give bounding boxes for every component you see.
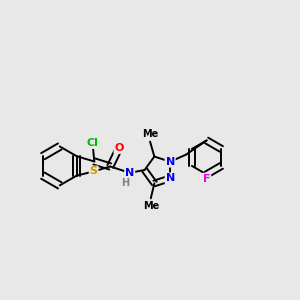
Text: H: H bbox=[122, 178, 130, 188]
Text: N: N bbox=[166, 173, 175, 183]
Text: N: N bbox=[125, 168, 134, 178]
Text: F: F bbox=[203, 174, 210, 184]
Text: Me: Me bbox=[143, 201, 159, 211]
Text: O: O bbox=[114, 143, 124, 153]
Text: N: N bbox=[166, 157, 175, 167]
Text: Me: Me bbox=[142, 129, 158, 139]
Text: Cl: Cl bbox=[87, 138, 98, 148]
Text: S: S bbox=[90, 167, 98, 176]
